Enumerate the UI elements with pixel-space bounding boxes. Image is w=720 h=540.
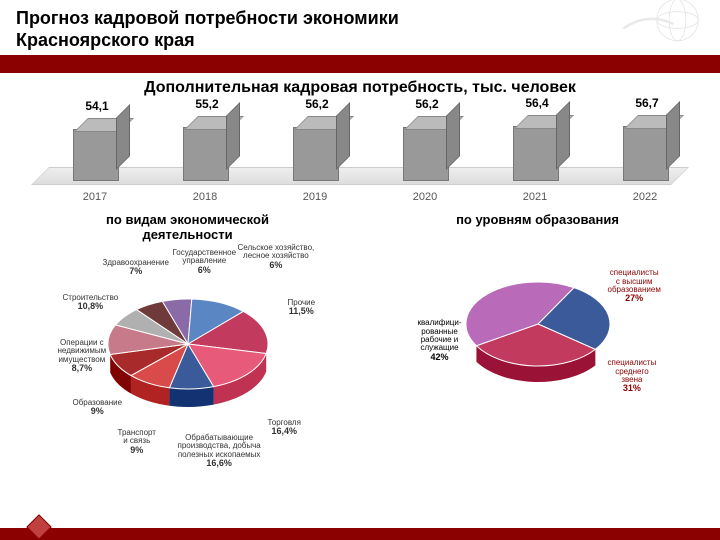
bar-value-label: 54,1 [67,99,127,113]
bar-chart-title: Дополнительная кадровая потребность, тыс… [0,79,720,97]
pie-label: Строительство10,8% [63,294,119,312]
pie-right-title: по уровням образования [413,213,663,228]
bar-xlabel: 2018 [175,191,235,203]
pie-label: Здравоохранение7% [103,259,169,277]
pie-label: Операции снедвижимымимуществом8,7% [58,339,107,374]
pie-label: квалифици-рованныерабочие ислужащие42% [418,319,462,362]
pie-side [169,387,213,407]
page-title: Прогноз кадровой потребности экономики К… [16,8,704,51]
bar-2017: 54,1 [73,129,119,181]
pie-label: Сельское хозяйство,лесное хозяйство6% [238,244,315,270]
bar-value-label: 56,7 [617,96,677,110]
bar-value-label: 56,4 [507,96,567,110]
decor-globe-icon [620,0,710,45]
bar-2018: 55,2 [183,127,229,181]
pie-left-block: по видам экономическойдеятельности Здрав… [58,213,318,464]
bar-2019: 56,2 [293,127,339,181]
bar-2021: 56,4 [513,126,559,181]
pie-left-title: по видам экономическойдеятельности [58,213,318,243]
pie-label: Транспорти связь9% [118,429,156,455]
pie-label: Обрабатывающиепроизводства, добычаполезн… [178,434,261,469]
bar-chart: 54,1 55,2 56,2 56,2 56,4 56,7 2017 2018 2019 202… [30,99,690,209]
pie-label: Прочие11,5% [288,299,316,317]
footer-bar [0,528,720,540]
pie-label: Государственноеуправление6% [173,249,237,275]
bar-2022: 56,7 [623,126,669,181]
pie-label: специалистысреднегозвена31% [608,359,657,394]
bar-2020: 56,2 [403,127,449,181]
bar-xlabel: 2020 [395,191,455,203]
bar-xlabel: 2021 [505,191,565,203]
bar-xlabel: 2019 [285,191,345,203]
pie-right-block: по уровням образования специалистыс высш… [413,213,663,464]
pie-label: специалистыс высшимобразованием27% [608,269,661,304]
bar-value-label: 56,2 [397,97,457,111]
bar-value-label: 56,2 [287,97,347,111]
pie-label: Торговля16,4% [268,419,301,437]
pie-label: Образование9% [73,399,123,417]
bar-xlabel: 2017 [65,191,125,203]
bar-chart-floor [31,167,689,185]
page-header: Прогноз кадровой потребности экономики К… [0,0,720,73]
bar-xlabel: 2022 [615,191,675,203]
bar-value-label: 55,2 [177,97,237,111]
